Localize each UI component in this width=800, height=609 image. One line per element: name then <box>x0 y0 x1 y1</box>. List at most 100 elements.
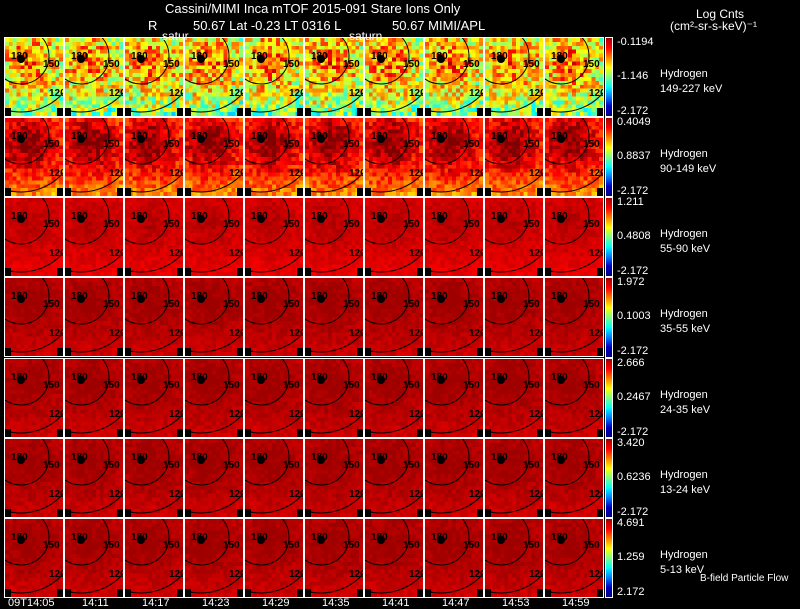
contour-overlay: 180 150 120 <box>185 198 243 277</box>
contour-150 <box>545 438 590 486</box>
contour-label-150: 150 <box>223 299 240 310</box>
contour-120 <box>425 172 483 193</box>
center-blob <box>17 295 25 304</box>
spectral-image-tile: 180 150 120 <box>184 277 244 358</box>
corner-marker <box>425 268 483 277</box>
contour-label-180: 180 <box>431 372 448 383</box>
corner-marker <box>185 108 243 116</box>
contour-overlay: 180 150 120 <box>125 198 183 277</box>
center-blob <box>17 55 25 63</box>
contour-120 <box>65 252 123 273</box>
contour-150 <box>65 38 110 85</box>
contour-label-150: 150 <box>463 219 480 230</box>
colorbar <box>605 357 613 438</box>
contour-150 <box>185 518 230 566</box>
contour-label-120: 120 <box>469 409 483 420</box>
contour-label-180: 180 <box>131 452 148 463</box>
contour-label-150: 150 <box>43 139 60 150</box>
contour-120 <box>65 573 123 594</box>
contour-150 <box>125 278 170 325</box>
center-blob <box>257 455 265 464</box>
contour-label-120: 120 <box>109 569 123 580</box>
contour-label-180: 180 <box>191 291 208 302</box>
contour-150 <box>125 38 170 85</box>
spectral-image-tile: 180 150 120 <box>64 117 124 198</box>
contour-label-150: 150 <box>223 540 240 551</box>
contour-150 <box>185 198 230 245</box>
spectral-image-tile: 180 150 120 <box>424 277 484 358</box>
contour-150 <box>185 118 230 165</box>
contour-label-180: 180 <box>311 51 328 62</box>
contour-150 <box>245 38 290 85</box>
contour-label-120: 120 <box>289 409 303 420</box>
contour-label-120: 120 <box>229 489 243 500</box>
contour-label-180: 180 <box>551 452 568 463</box>
contour-label-150: 150 <box>463 59 480 70</box>
contour-120 <box>185 493 243 514</box>
contour-overlay: 180 150 120 <box>125 278 183 357</box>
contour-label-180: 180 <box>491 211 508 222</box>
contour-label-120: 120 <box>349 569 363 580</box>
corner-marker <box>245 508 303 517</box>
contour-150 <box>125 118 170 165</box>
contour-label-180: 180 <box>131 291 148 302</box>
spectral-image-tile: 180 150 120 <box>304 197 364 278</box>
contour-150 <box>5 198 50 245</box>
spectral-image-tile: 180 150 120 <box>304 357 364 438</box>
contour-label-120: 120 <box>109 409 123 420</box>
center-blob <box>137 135 145 144</box>
contour-label-150: 150 <box>463 540 480 551</box>
spectral-image-tile: 180 150 120 <box>484 517 544 598</box>
contour-150 <box>245 198 290 245</box>
spectral-image-tile: 180 150 120 <box>484 117 544 198</box>
colorbar-max-label: 1.211 <box>617 196 644 209</box>
contour-label-150: 150 <box>283 380 300 391</box>
contour-label-120: 120 <box>289 569 303 580</box>
center-blob <box>17 135 25 144</box>
contour-120 <box>485 412 543 434</box>
image-grid: 180 150 120 180 150 120 180 150 120 180 … <box>4 37 604 598</box>
contour-label-120: 120 <box>469 88 483 99</box>
contour-label-120: 120 <box>469 489 483 500</box>
contour-label-120: 120 <box>349 88 363 99</box>
center-blob <box>77 375 85 384</box>
center-blob <box>257 295 265 304</box>
center-blob <box>437 295 445 304</box>
contour-120 <box>5 332 63 353</box>
contour-overlay: 180 150 120 <box>245 38 303 116</box>
contour-label-180: 180 <box>71 291 88 302</box>
corner-marker <box>365 428 423 437</box>
contour-label-120: 120 <box>589 168 603 179</box>
colorbar-max-label: 4.691 <box>617 516 645 529</box>
contour-120 <box>545 573 603 594</box>
contour-label-180: 180 <box>551 131 568 142</box>
contour-label-120: 120 <box>349 168 363 179</box>
contour-120 <box>425 493 483 514</box>
spectral-image-tile: 180 150 120 <box>64 277 124 358</box>
row-species-label: Hydrogen <box>660 308 708 321</box>
contour-150 <box>65 358 110 406</box>
contour-label-120: 120 <box>169 569 183 580</box>
spectral-image-tile: 180 150 120 <box>544 277 604 358</box>
contour-label-120: 120 <box>349 248 363 259</box>
contour-120 <box>125 172 183 193</box>
center-blob <box>197 455 205 464</box>
contour-120 <box>425 573 483 594</box>
contour-label-150: 150 <box>43 460 60 471</box>
center-blob <box>197 135 205 144</box>
contour-label-120: 120 <box>349 409 363 420</box>
contour-overlay: 180 150 120 <box>245 198 303 277</box>
contour-label-150: 150 <box>43 540 60 551</box>
contour-label-150: 150 <box>43 219 60 230</box>
contour-label-120: 120 <box>529 409 543 420</box>
spectral-image-tile: 180 150 120 <box>184 517 244 598</box>
contour-label-150: 150 <box>403 380 420 391</box>
contour-label-180: 180 <box>71 131 88 142</box>
contour-label-150: 150 <box>103 139 120 150</box>
contour-150 <box>365 38 410 85</box>
contour-label-120: 120 <box>229 248 243 259</box>
contour-150 <box>245 438 290 486</box>
contour-label-150: 150 <box>223 59 240 70</box>
contour-overlay: 180 150 120 <box>365 518 423 597</box>
contour-overlay: 180 150 120 <box>5 198 63 277</box>
